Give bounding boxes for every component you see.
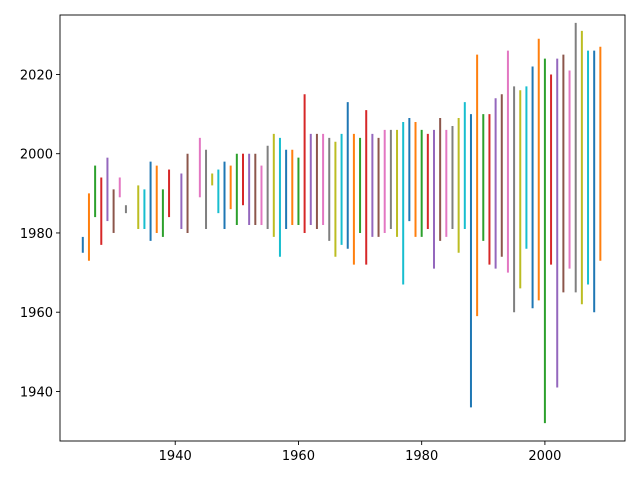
- y-tick-label: 2000: [20, 148, 53, 163]
- x-axis: 1940 1960 1980 2000: [159, 441, 561, 464]
- y-tick-label: 1940: [20, 385, 53, 400]
- x-tick-label: 1980: [405, 449, 438, 464]
- y-tick-label: 2020: [20, 68, 53, 83]
- x-tick-label: 1940: [159, 449, 192, 464]
- x-tick-label: 1960: [282, 449, 315, 464]
- y-tick-label: 1960: [20, 306, 53, 321]
- plot-frame: [59, 14, 626, 442]
- y-axis: 1940 1960 1980 2000 2020: [20, 68, 60, 400]
- y-tick-label: 1980: [20, 227, 53, 242]
- x-tick-label: 2000: [528, 449, 561, 464]
- range-lines: [81, 22, 602, 424]
